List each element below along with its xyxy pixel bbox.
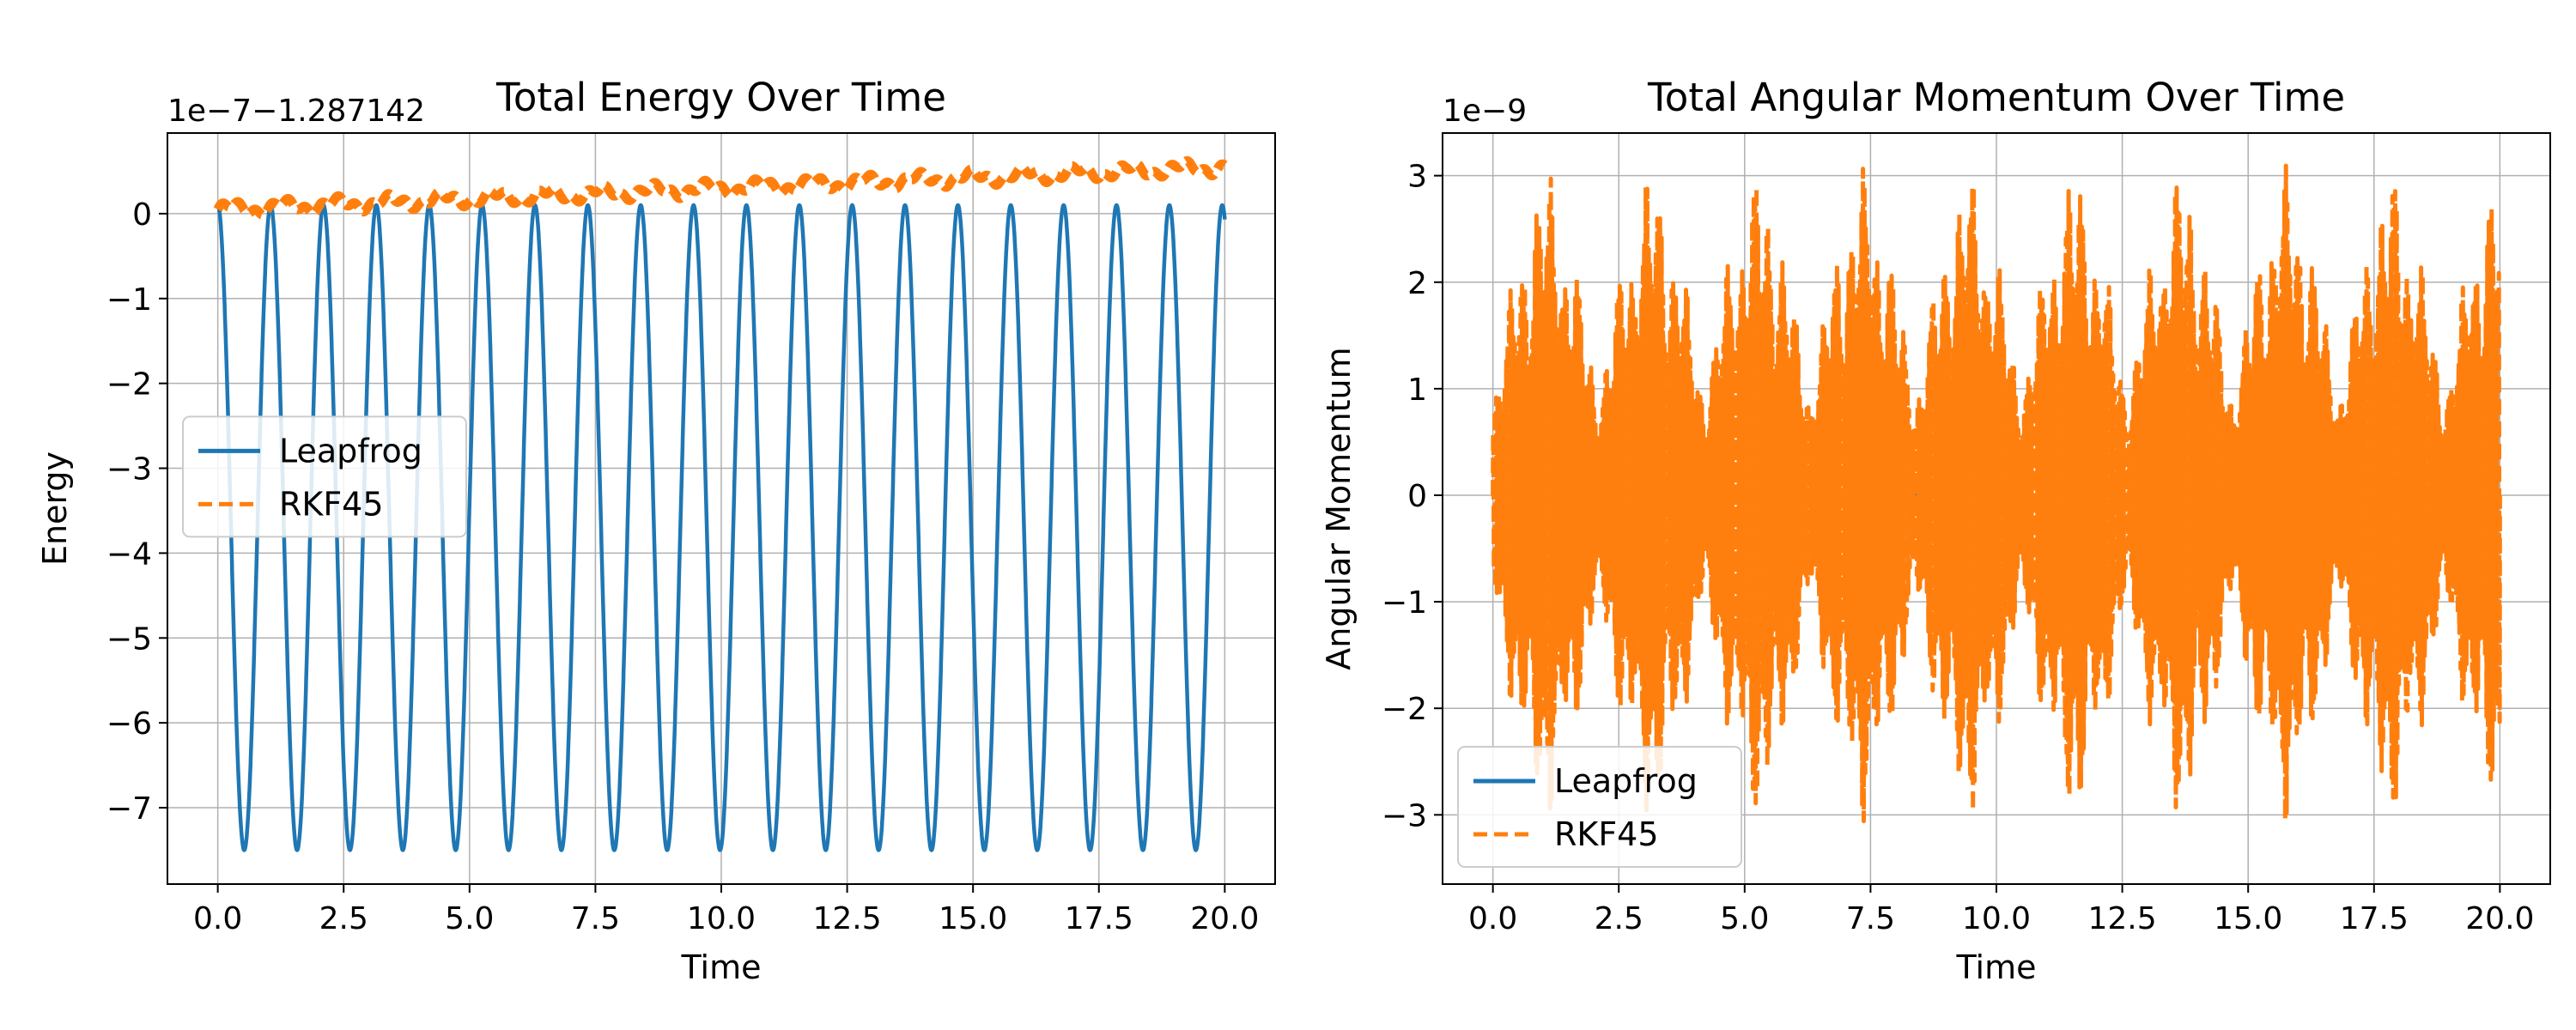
y-tick-label: −5 bbox=[106, 621, 152, 657]
legend-label-rkf45: RKF45 bbox=[279, 485, 384, 523]
x-tick-label: 17.5 bbox=[2340, 901, 2409, 936]
y-tick-label: −1 bbox=[1382, 585, 1427, 621]
y-tick-label: 3 bbox=[1407, 160, 1427, 195]
x-tick-label: 10.0 bbox=[687, 901, 756, 936]
y-tick-label: 2 bbox=[1407, 266, 1427, 301]
x-tick-label: 15.0 bbox=[2214, 901, 2282, 936]
legend-box bbox=[1457, 746, 1742, 868]
series-group bbox=[1491, 163, 2502, 824]
chart-panel-2: 0.0 2.5 5.0 7.5 10.0 12.5 15.0 17.5 20.0 3 2 1 0 −1 −2… bbox=[1320, 75, 2551, 986]
y-tick-label: 1 bbox=[1407, 373, 1427, 408]
legend-box bbox=[182, 415, 467, 538]
x-tick-label: 17.5 bbox=[1065, 901, 1133, 936]
x-axis-label: Time bbox=[1956, 948, 2037, 986]
y-tick-label: −1 bbox=[106, 282, 152, 318]
y-tick-label: −4 bbox=[106, 536, 152, 572]
legend-label-leapfrog: Leapfrog bbox=[1554, 762, 1698, 800]
x-tick-label: 12.5 bbox=[2088, 901, 2157, 936]
legend-label-leapfrog: Leapfrog bbox=[279, 432, 422, 470]
series-group bbox=[213, 155, 1230, 852]
x-tick-label: 2.5 bbox=[1595, 901, 1643, 936]
series-line-rkf45 bbox=[213, 155, 1230, 220]
x-tick-label: 2.5 bbox=[319, 901, 368, 936]
y-tick-label: −3 bbox=[1382, 798, 1427, 833]
y-tick-label: −3 bbox=[106, 452, 152, 488]
x-tick-label: 15.0 bbox=[939, 901, 1007, 936]
x-tick-label: 7.5 bbox=[1846, 901, 1895, 936]
x-tick-label: 0.0 bbox=[1468, 901, 1517, 936]
x-tick-label: 5.0 bbox=[1720, 901, 1769, 936]
x-tick-label: 20.0 bbox=[2465, 901, 2534, 936]
legend: Leapfrog RKF45 bbox=[182, 415, 467, 538]
chart-title: Total Energy Over Time bbox=[495, 75, 946, 120]
series-line-leapfrog bbox=[216, 203, 1227, 852]
x-tick-label: 10.0 bbox=[1962, 901, 2031, 936]
axis-offset-label: 1e−9 bbox=[1443, 94, 1527, 129]
y-axis-label: Angular Momentum bbox=[1320, 347, 1358, 670]
y-tick-label: −2 bbox=[1382, 692, 1427, 727]
x-tick-label: 7.5 bbox=[571, 901, 620, 936]
y-tick-label: 0 bbox=[1407, 479, 1427, 514]
y-tick-label: −2 bbox=[106, 367, 152, 403]
y-tick-label: 0 bbox=[132, 197, 152, 233]
series-line-rkf45 bbox=[1491, 163, 2502, 824]
chart-title: Total Angular Momentum Over Time bbox=[1647, 75, 2345, 120]
y-tick-label: −6 bbox=[106, 706, 152, 742]
x-tick-label: 0.0 bbox=[193, 901, 242, 936]
axis-offset-label: 1e−7−1.287142 bbox=[167, 94, 425, 129]
x-tick-label: 20.0 bbox=[1190, 901, 1259, 936]
x-tick-label: 5.0 bbox=[445, 901, 494, 936]
chart-panel-1: 0.0 2.5 5.0 7.5 10.0 12.5 15.0 17.5 20.0 0 −1 −2 −3 −… bbox=[36, 75, 1276, 986]
y-tick-label: −7 bbox=[106, 791, 152, 827]
legend-label-rkf45: RKF45 bbox=[1554, 815, 1659, 853]
legend: Leapfrog RKF45 bbox=[1457, 746, 1742, 868]
x-tick-label: 12.5 bbox=[813, 901, 882, 936]
x-axis-label: Time bbox=[681, 948, 762, 986]
y-axis-label: Energy bbox=[36, 451, 74, 566]
